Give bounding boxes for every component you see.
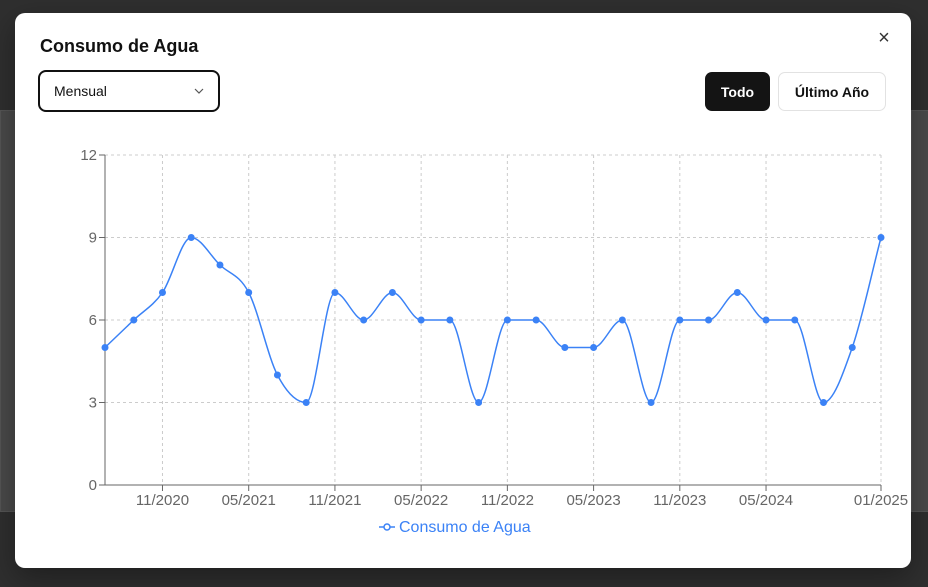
y-tick-label: 6 bbox=[89, 312, 97, 329]
chevron-down-icon bbox=[194, 88, 204, 94]
series-line bbox=[104, 236, 882, 404]
data-point bbox=[791, 316, 799, 324]
data-point bbox=[302, 399, 310, 406]
x-tick-label: 01/2025 bbox=[854, 492, 908, 509]
period-select[interactable]: Mensual bbox=[38, 70, 220, 112]
data-point bbox=[676, 316, 684, 324]
x-tick-label: 05/2023 bbox=[566, 492, 620, 509]
data-point bbox=[647, 399, 655, 406]
data-point bbox=[101, 344, 109, 351]
data-point bbox=[245, 289, 253, 296]
x-tick-label: 11/2022 bbox=[481, 492, 534, 509]
data-point bbox=[618, 316, 626, 324]
x-tick-label: 11/2021 bbox=[308, 492, 361, 509]
y-tick-label: 3 bbox=[89, 395, 97, 412]
y-tick-label: 9 bbox=[89, 230, 97, 247]
y-tick-label: 0 bbox=[89, 477, 97, 494]
close-icon[interactable]: × bbox=[878, 26, 890, 49]
modal-title: Consumo de Agua bbox=[40, 36, 199, 56]
data-point bbox=[762, 316, 770, 324]
data-point bbox=[705, 316, 713, 324]
data-point bbox=[360, 316, 368, 324]
consumption-modal: Consumo de Agua × Mensual Todo Último Añ… bbox=[15, 13, 911, 568]
data-point bbox=[503, 316, 511, 324]
legend-marker-icon bbox=[383, 523, 391, 531]
data-point bbox=[532, 316, 540, 324]
x-tick-label: 05/2022 bbox=[394, 492, 448, 509]
x-tick-label: 11/2020 bbox=[136, 492, 189, 509]
data-point bbox=[388, 289, 396, 296]
data-point bbox=[130, 316, 138, 324]
data-point bbox=[475, 399, 483, 406]
data-point bbox=[733, 289, 741, 296]
last-year-button[interactable]: Último Año bbox=[778, 72, 886, 111]
legend-label: Consumo de Agua bbox=[399, 519, 531, 536]
data-point bbox=[158, 289, 166, 296]
data-point bbox=[216, 261, 224, 269]
x-tick-label: 11/2023 bbox=[653, 492, 706, 509]
x-tick-label: 05/2024 bbox=[739, 492, 793, 509]
all-button[interactable]: Todo bbox=[705, 72, 770, 111]
data-point bbox=[877, 234, 885, 241]
data-point bbox=[187, 234, 195, 241]
data-point bbox=[561, 344, 569, 351]
period-select-value: Mensual bbox=[54, 83, 107, 99]
data-point bbox=[848, 344, 856, 351]
x-tick-label: 05/2021 bbox=[222, 492, 276, 509]
background-card-right bbox=[911, 110, 928, 512]
data-point bbox=[273, 371, 281, 379]
data-point bbox=[417, 316, 425, 324]
line-chart: 0 3 6 9 12 11/2020 05/2021 11/2021 05/2022 11/202… bbox=[80, 147, 908, 536]
y-tick-label: 12 bbox=[80, 147, 97, 164]
data-point bbox=[820, 399, 828, 406]
data-point bbox=[590, 344, 598, 351]
data-point bbox=[446, 316, 454, 324]
data-point bbox=[331, 289, 339, 296]
